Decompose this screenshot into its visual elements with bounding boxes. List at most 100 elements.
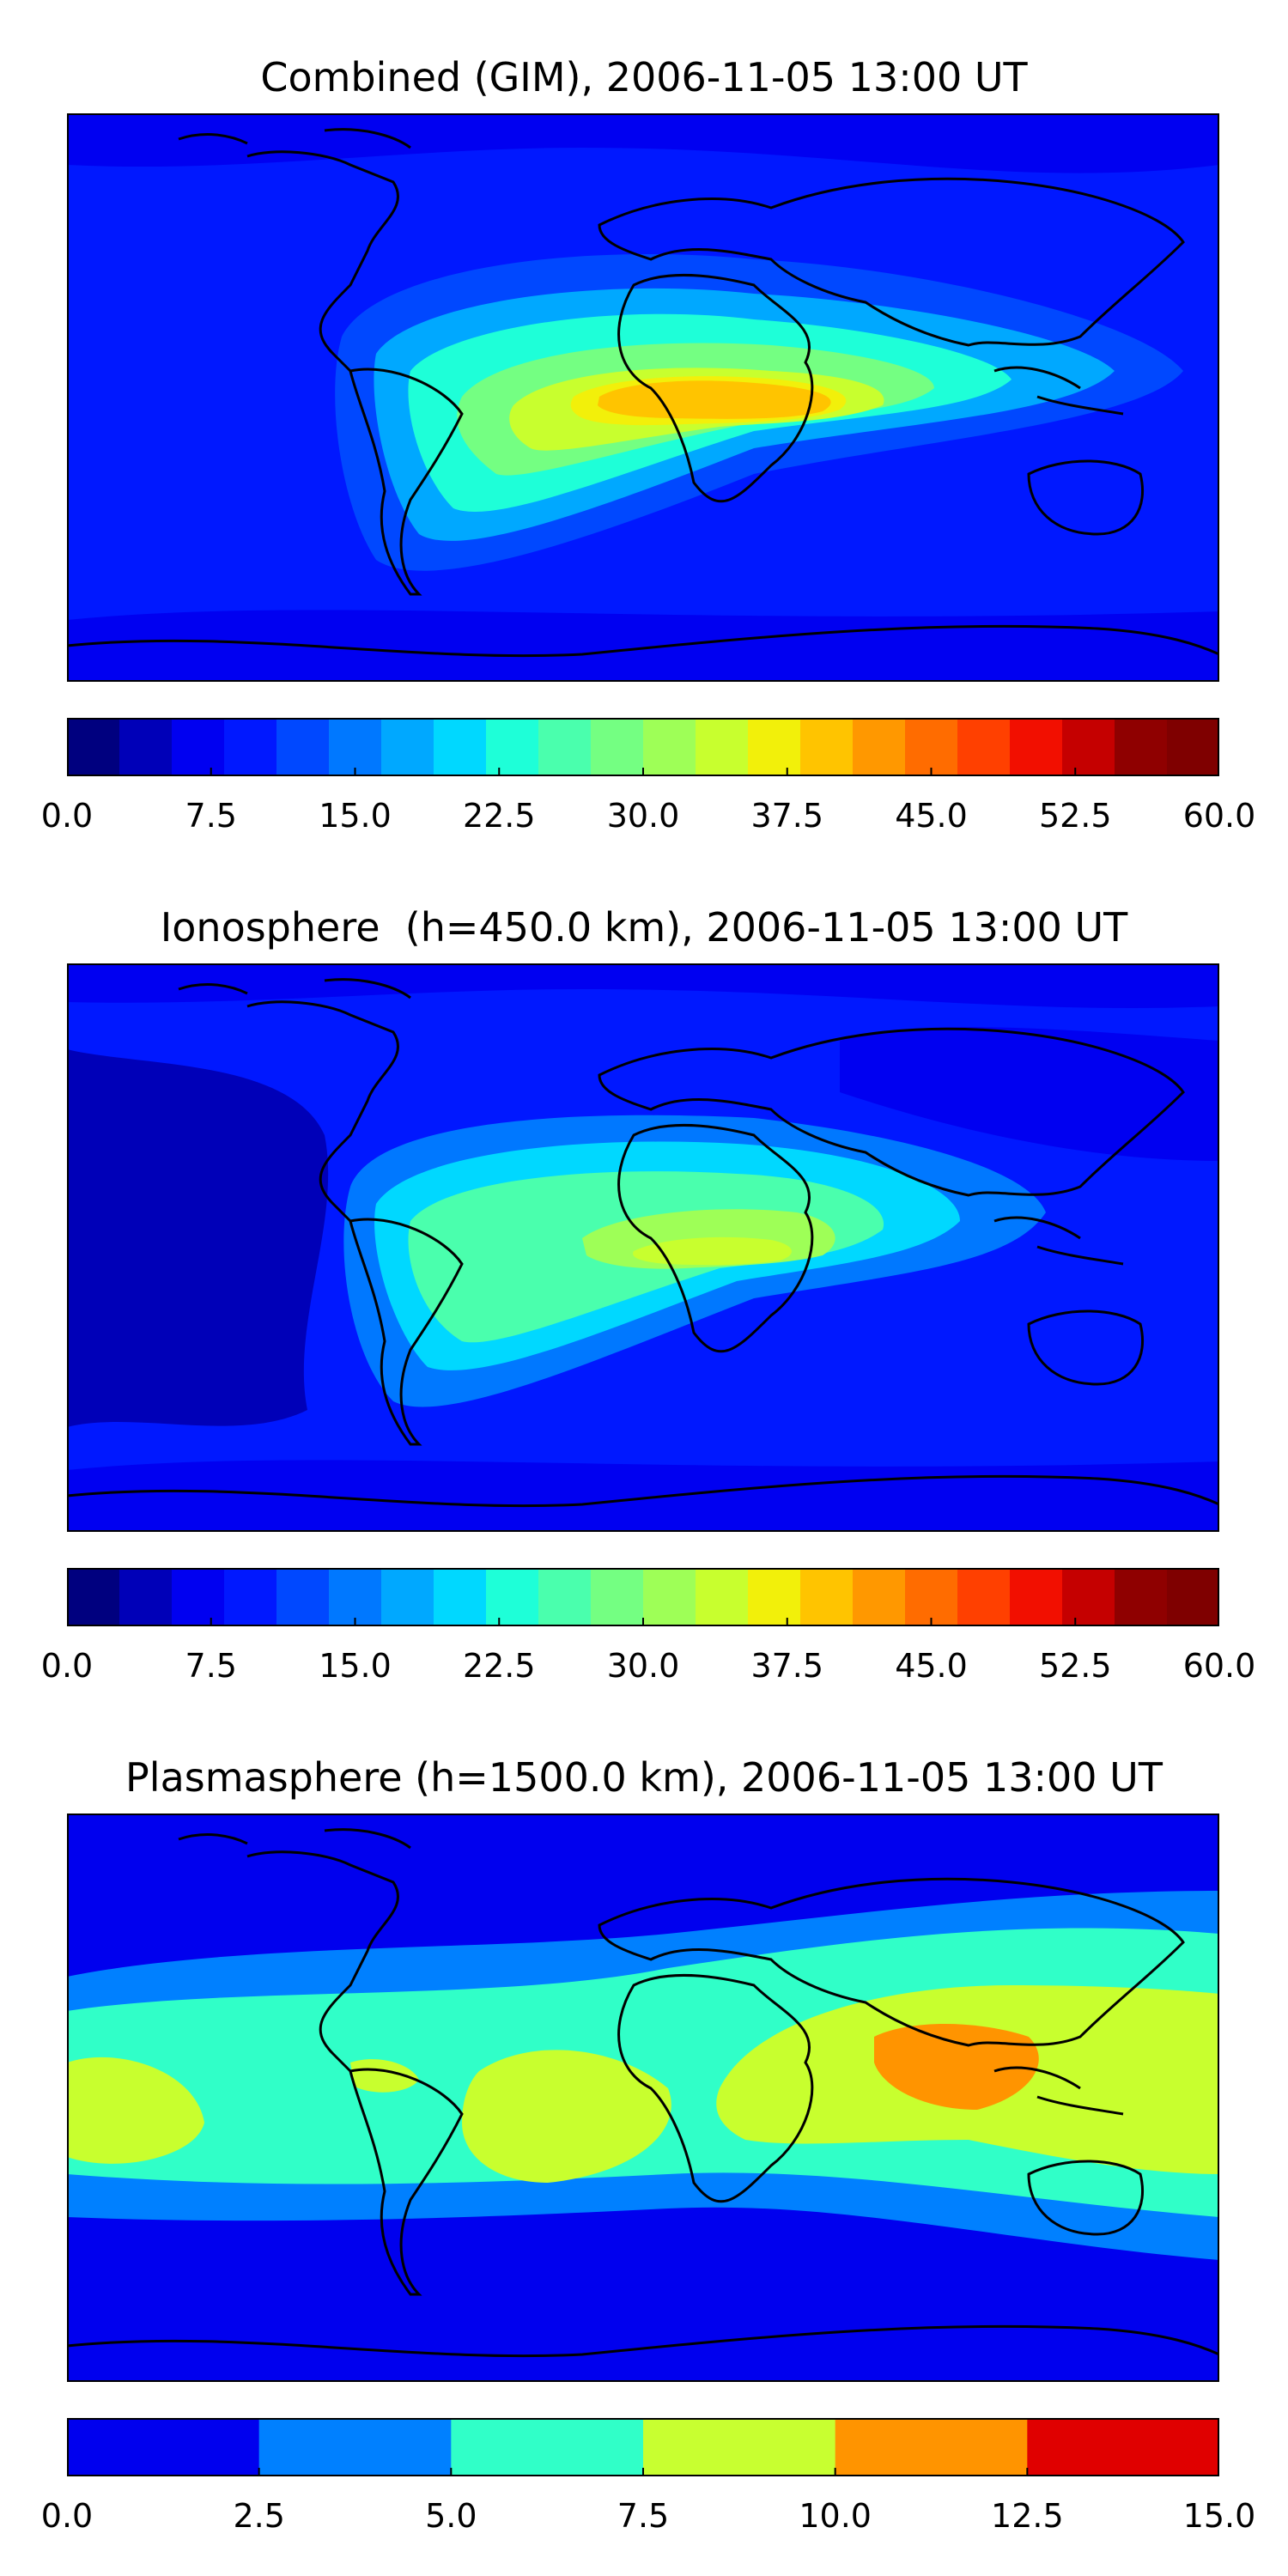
colorbar-tick-label: 2.5 (233, 2497, 285, 2535)
colorbar-swatch (1115, 1568, 1168, 1626)
colorbar-swatch (538, 1568, 592, 1626)
colorbar-tick-label: 5.0 (425, 2497, 477, 2535)
colorbar-swatch (67, 1568, 120, 1626)
colorbar-swatch (434, 1568, 487, 1626)
colorbar-swatch (451, 2418, 644, 2476)
colorbar-swatch (276, 718, 330, 776)
colorbar-tick-label: 7.5 (185, 797, 237, 835)
colorbar-swatch (329, 1568, 382, 1626)
contour-band (67, 2057, 204, 2164)
colorbar-swatch (905, 1568, 958, 1626)
contour-band (874, 2024, 1039, 2110)
colorbar-swatch (119, 1568, 173, 1626)
contour-band (350, 2059, 419, 2093)
colorbar-swatch (1167, 718, 1220, 776)
colorbar-ticks: 0.0 7.5 15.0 22.5 30.0 37.5 45.0 52.5 60.0 (41, 1647, 1256, 1688)
contour-band (462, 2050, 671, 2183)
colorbar-swatch (643, 2418, 836, 2476)
colorbar-tick-label: 15.0 (1182, 2497, 1256, 2535)
contour-band (67, 610, 1219, 682)
colorbar-tick-label: 15.0 (319, 797, 392, 835)
colorbar-tick-label: 37.5 (750, 797, 824, 835)
colorbar-swatch (67, 718, 120, 776)
colorbar-tick-label: 37.5 (750, 1647, 824, 1685)
colorbar-swatch (696, 1568, 749, 1626)
colorbar-tick-label: 0.0 (40, 2497, 94, 2535)
coastlines (67, 128, 1219, 658)
colorbar-tick-label: 12.5 (991, 2497, 1064, 2535)
colorbar-swatch (381, 1568, 434, 1626)
colorbar-swatch (224, 718, 277, 776)
colorbar-swatch (119, 718, 173, 776)
tec-map-plasmasphere (67, 1814, 1219, 2382)
colorbar-swatch (67, 2418, 260, 2476)
contour-band (633, 1236, 792, 1266)
colorbar-tick-label: 0.0 (40, 1647, 94, 1685)
colorbar-swatch (591, 718, 644, 776)
colorbar-swatch (258, 2418, 452, 2476)
colorbar-tick-label: 10.0 (799, 2497, 872, 2535)
colorbar-swatch (748, 1568, 801, 1626)
colorbar-swatch (643, 1568, 696, 1626)
colorbar-tick-label: 52.5 (1038, 797, 1112, 835)
colorbar-swatch (957, 1568, 1011, 1626)
colorbar-tick-label: 60.0 (1182, 1647, 1256, 1685)
colorbar-swatch (957, 718, 1011, 776)
colorbar-ticks: 0.0 2.5 5.0 7.5 10.0 12.5 15.0 (41, 2497, 1256, 2538)
map-frame (67, 113, 1219, 682)
map-title: Ionosphere (h=450.0 km), 2006-11-05 13:0… (160, 904, 1128, 951)
colorbar-swatch (329, 718, 382, 776)
colorbar-swatch (381, 718, 434, 776)
colorbar-swatch (853, 1568, 906, 1626)
coastlines (67, 1828, 1219, 2358)
colorbar-swatch (538, 718, 592, 776)
colorbar-tick-label: 22.5 (462, 797, 536, 835)
coastlines (67, 978, 1219, 1508)
colorbar-swatch (276, 1568, 330, 1626)
colorbar-swatch (905, 718, 958, 776)
colorbar-swatch (1027, 2418, 1220, 2476)
contour-band (67, 1460, 1219, 1532)
colorbar-swatches (66, 1568, 1220, 1626)
colorbar (66, 2418, 1220, 2476)
tec-map-combined (67, 113, 1219, 682)
map-frame (67, 963, 1219, 1532)
tec-map-ionosphere (67, 963, 1219, 1532)
colorbar-tick-label: 22.5 (462, 1647, 536, 1685)
colorbar-swatch (1062, 1568, 1115, 1626)
contour-band (67, 1049, 329, 1427)
colorbar-swatch (800, 1568, 854, 1626)
colorbar-swatch (224, 1568, 277, 1626)
colorbar-swatch (591, 1568, 644, 1626)
colorbar-swatch (643, 718, 696, 776)
colorbar-tick-label: 45.0 (895, 1647, 968, 1685)
colorbar-ticks: 0.0 7.5 15.0 22.5 30.0 37.5 45.0 52.5 60.0 (41, 797, 1256, 838)
colorbar-tick-label: 30.0 (606, 1647, 680, 1685)
map-title: Plasmasphere (h=1500.0 km), 2006-11-05 1… (125, 1754, 1163, 1801)
map-frame (67, 1814, 1219, 2382)
colorbar-tick-label: 52.5 (1038, 1647, 1112, 1685)
colorbar-swatch (1167, 1568, 1220, 1626)
colorbar-tick-label: 45.0 (895, 797, 968, 835)
colorbar-swatch (800, 718, 854, 776)
contour-band (67, 963, 1219, 1009)
colorbar-swatch (434, 718, 487, 776)
colorbar-swatch (748, 718, 801, 776)
colorbar-swatch (835, 2418, 1028, 2476)
colorbar-tick-label: 7.5 (617, 2497, 670, 2535)
colorbar-swatch (1010, 1568, 1063, 1626)
colorbar-tick-label: 60.0 (1182, 797, 1256, 835)
colorbar-swatches (66, 718, 1220, 776)
map-title: Combined (GIM), 2006-11-05 13:00 UT (260, 54, 1028, 100)
colorbar-swatch (172, 1568, 225, 1626)
colorbar-swatch (486, 1568, 539, 1626)
contour-band (840, 1027, 1219, 1161)
colorbar-tick-label: 30.0 (606, 797, 680, 835)
colorbar-swatch (1115, 718, 1168, 776)
colorbar-swatch (1062, 718, 1115, 776)
colorbar (66, 1568, 1220, 1626)
colorbar-swatch (853, 718, 906, 776)
colorbar-tick-label: 0.0 (40, 797, 94, 835)
colorbar (66, 718, 1220, 776)
contour-band (598, 380, 831, 419)
